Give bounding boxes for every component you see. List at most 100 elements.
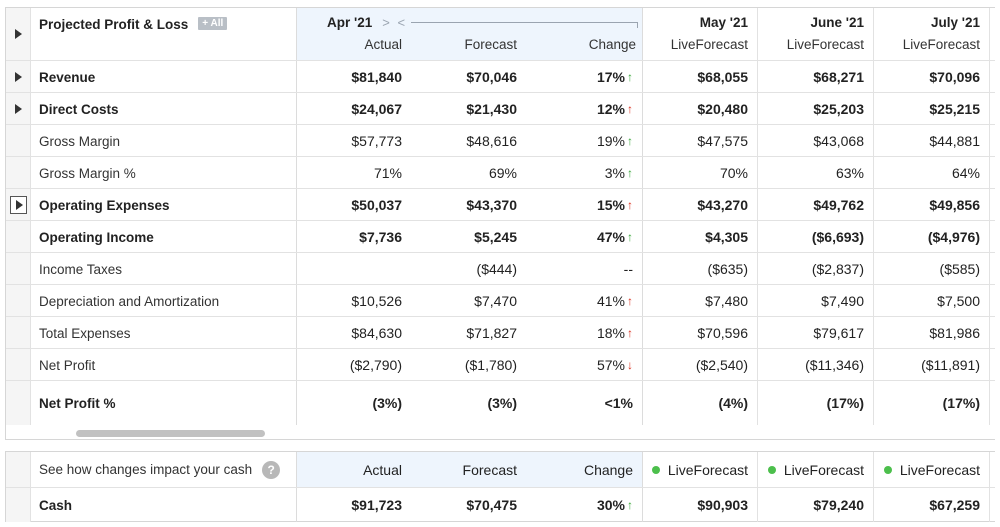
live-status-dot-icon	[767, 465, 776, 474]
change-value: 30% ↑	[526, 488, 643, 522]
july-value: ($11,891)	[874, 349, 990, 381]
forecast-value: 69%	[488, 165, 517, 181]
may-col-header: May '21 LiveForecast	[643, 8, 758, 60]
table-header-row: Projected Profit & Loss + All Apr '21 > …	[6, 8, 995, 60]
change-percent: 18%	[596, 325, 625, 341]
actual-value: ($2,790)	[349, 357, 402, 373]
table-row: Operating Income $7,736 $5,245 47% ↑ $4,3…	[6, 220, 995, 253]
actual-value: $7,736	[359, 229, 402, 245]
actual-value: 71%	[373, 165, 402, 181]
forecast-value: $48,616	[466, 133, 517, 149]
actual-value: $81,840	[351, 69, 402, 85]
help-icon[interactable]: ?	[262, 460, 281, 479]
actual-value	[297, 253, 411, 285]
may-value: $7,480	[643, 285, 758, 317]
actual-value: $91,723	[351, 497, 402, 513]
caret-right-icon	[14, 29, 22, 39]
change-percent: 3%	[604, 165, 625, 181]
live-status-dot-icon	[651, 465, 660, 474]
row-label: Operating Expenses	[31, 189, 297, 221]
expand-row-toggle[interactable]	[6, 93, 31, 125]
july-value: $67,259	[874, 488, 990, 522]
actual-value: $84,630	[351, 325, 402, 341]
actual-value: $10,526	[351, 293, 402, 309]
arrow-up-icon: ↑	[627, 102, 633, 116]
scrollbar-thumb[interactable]	[76, 430, 265, 437]
arrow-up-icon: ↑	[627, 166, 633, 180]
change-percent: 41%	[596, 293, 625, 309]
arrow-up-icon: ↑	[627, 294, 633, 308]
arrow-up-icon: ↑	[627, 326, 633, 340]
live-label: LiveForecast	[667, 461, 748, 478]
change-value: 12% ↑	[526, 93, 643, 125]
june-value: $43,068	[758, 125, 874, 157]
table-row[interactable]: Revenue $81,840 $70,046 17% ↑ $68,055 $68…	[6, 60, 995, 93]
row-gutter	[6, 349, 31, 381]
row-gutter	[6, 221, 31, 253]
row-label: Gross Margin	[31, 125, 297, 157]
table-row: Cash $91,723 $70,475 30% ↑ $90,903 $79,24…	[6, 487, 995, 522]
row-gutter	[6, 317, 31, 349]
forecast-value: ($444)	[476, 261, 517, 277]
table-row[interactable]: Operating Expenses $50,037 $43,370 15% ↑ …	[6, 188, 995, 221]
june-sub-label: LiveForecast	[786, 37, 864, 52]
table-row: Net Profit % (3%) (3%) <1% (4%) (17%) (1…	[6, 380, 995, 425]
july-value: $44,881	[874, 125, 990, 157]
may-value: ($635)	[643, 253, 758, 285]
june-value: $68,271	[758, 61, 874, 93]
row-label: Operating Income	[31, 221, 297, 253]
all-toggle-button[interactable]: + All	[198, 17, 228, 30]
row-label: Cash	[31, 488, 297, 522]
expand-row-toggle[interactable]	[6, 189, 31, 221]
forecast-value: $70,475	[466, 497, 517, 513]
change-percent: 12%	[596, 101, 625, 117]
actual-col-header: Actual	[364, 37, 402, 52]
row-gutter	[6, 381, 31, 425]
row-label: Depreciation and Amortization	[31, 285, 297, 317]
forecast-value: $7,470	[474, 293, 517, 309]
cash-change-header: Change	[526, 452, 643, 487]
row-label: Revenue	[31, 61, 297, 93]
change-col-header: Change	[588, 37, 636, 52]
change-value: 3% ↑	[526, 157, 643, 189]
horizontal-scrollbar[interactable]	[6, 430, 995, 439]
july-value: ($585)	[874, 253, 990, 285]
table-row: Gross Margin % 71% 69% 3% ↑ 70% 63% 64%	[6, 156, 995, 189]
chevron-nav-icon[interactable]: > <	[382, 15, 408, 30]
change-value: 57% ↓	[526, 349, 643, 381]
row-gutter	[6, 452, 31, 487]
change-percent: 47%	[596, 229, 625, 245]
row-label: Income Taxes	[31, 253, 297, 285]
change-value: 18% ↑	[526, 317, 643, 349]
change-value: 41% ↑	[526, 285, 643, 317]
july-value: $49,856	[874, 189, 990, 221]
arrow-up-icon: ↑	[627, 134, 633, 148]
may-value: $43,270	[643, 189, 758, 221]
apr-range-tick	[637, 22, 639, 28]
july-value: 64%	[874, 157, 990, 189]
table-row[interactable]: Direct Costs $24,067 $21,430 12% ↑ $20,48…	[6, 92, 995, 125]
live-label: LiveForecast	[783, 461, 864, 478]
table-title: Projected Profit & Loss	[39, 17, 189, 32]
july-value: $25,215	[874, 93, 990, 125]
cash-forecast-header: Forecast	[411, 452, 526, 487]
actual-value: (3%)	[372, 395, 402, 411]
cash-july-header: LiveForecast	[874, 452, 990, 487]
july-value: $70,096	[874, 61, 990, 93]
june-value: $79,240	[758, 488, 874, 522]
live-status-dot-icon	[883, 465, 892, 474]
cash-june-header: LiveForecast	[758, 452, 874, 487]
profit-loss-table: Projected Profit & Loss + All Apr '21 > …	[5, 7, 995, 440]
june-month-label: June '21	[810, 15, 865, 30]
caret-right-icon	[14, 104, 22, 114]
arrow-up-icon: ↑	[627, 498, 633, 512]
change-percent: 17%	[596, 69, 625, 85]
expand-row-toggle[interactable]	[6, 61, 31, 93]
june-value: $79,617	[758, 317, 874, 349]
forecast-value: $71,827	[466, 325, 517, 341]
may-value: $47,575	[643, 125, 758, 157]
expand-all-toggle[interactable]	[6, 8, 31, 60]
actual-value: $24,067	[351, 101, 402, 117]
change-percent: 30%	[596, 497, 625, 513]
row-gutter	[6, 125, 31, 157]
